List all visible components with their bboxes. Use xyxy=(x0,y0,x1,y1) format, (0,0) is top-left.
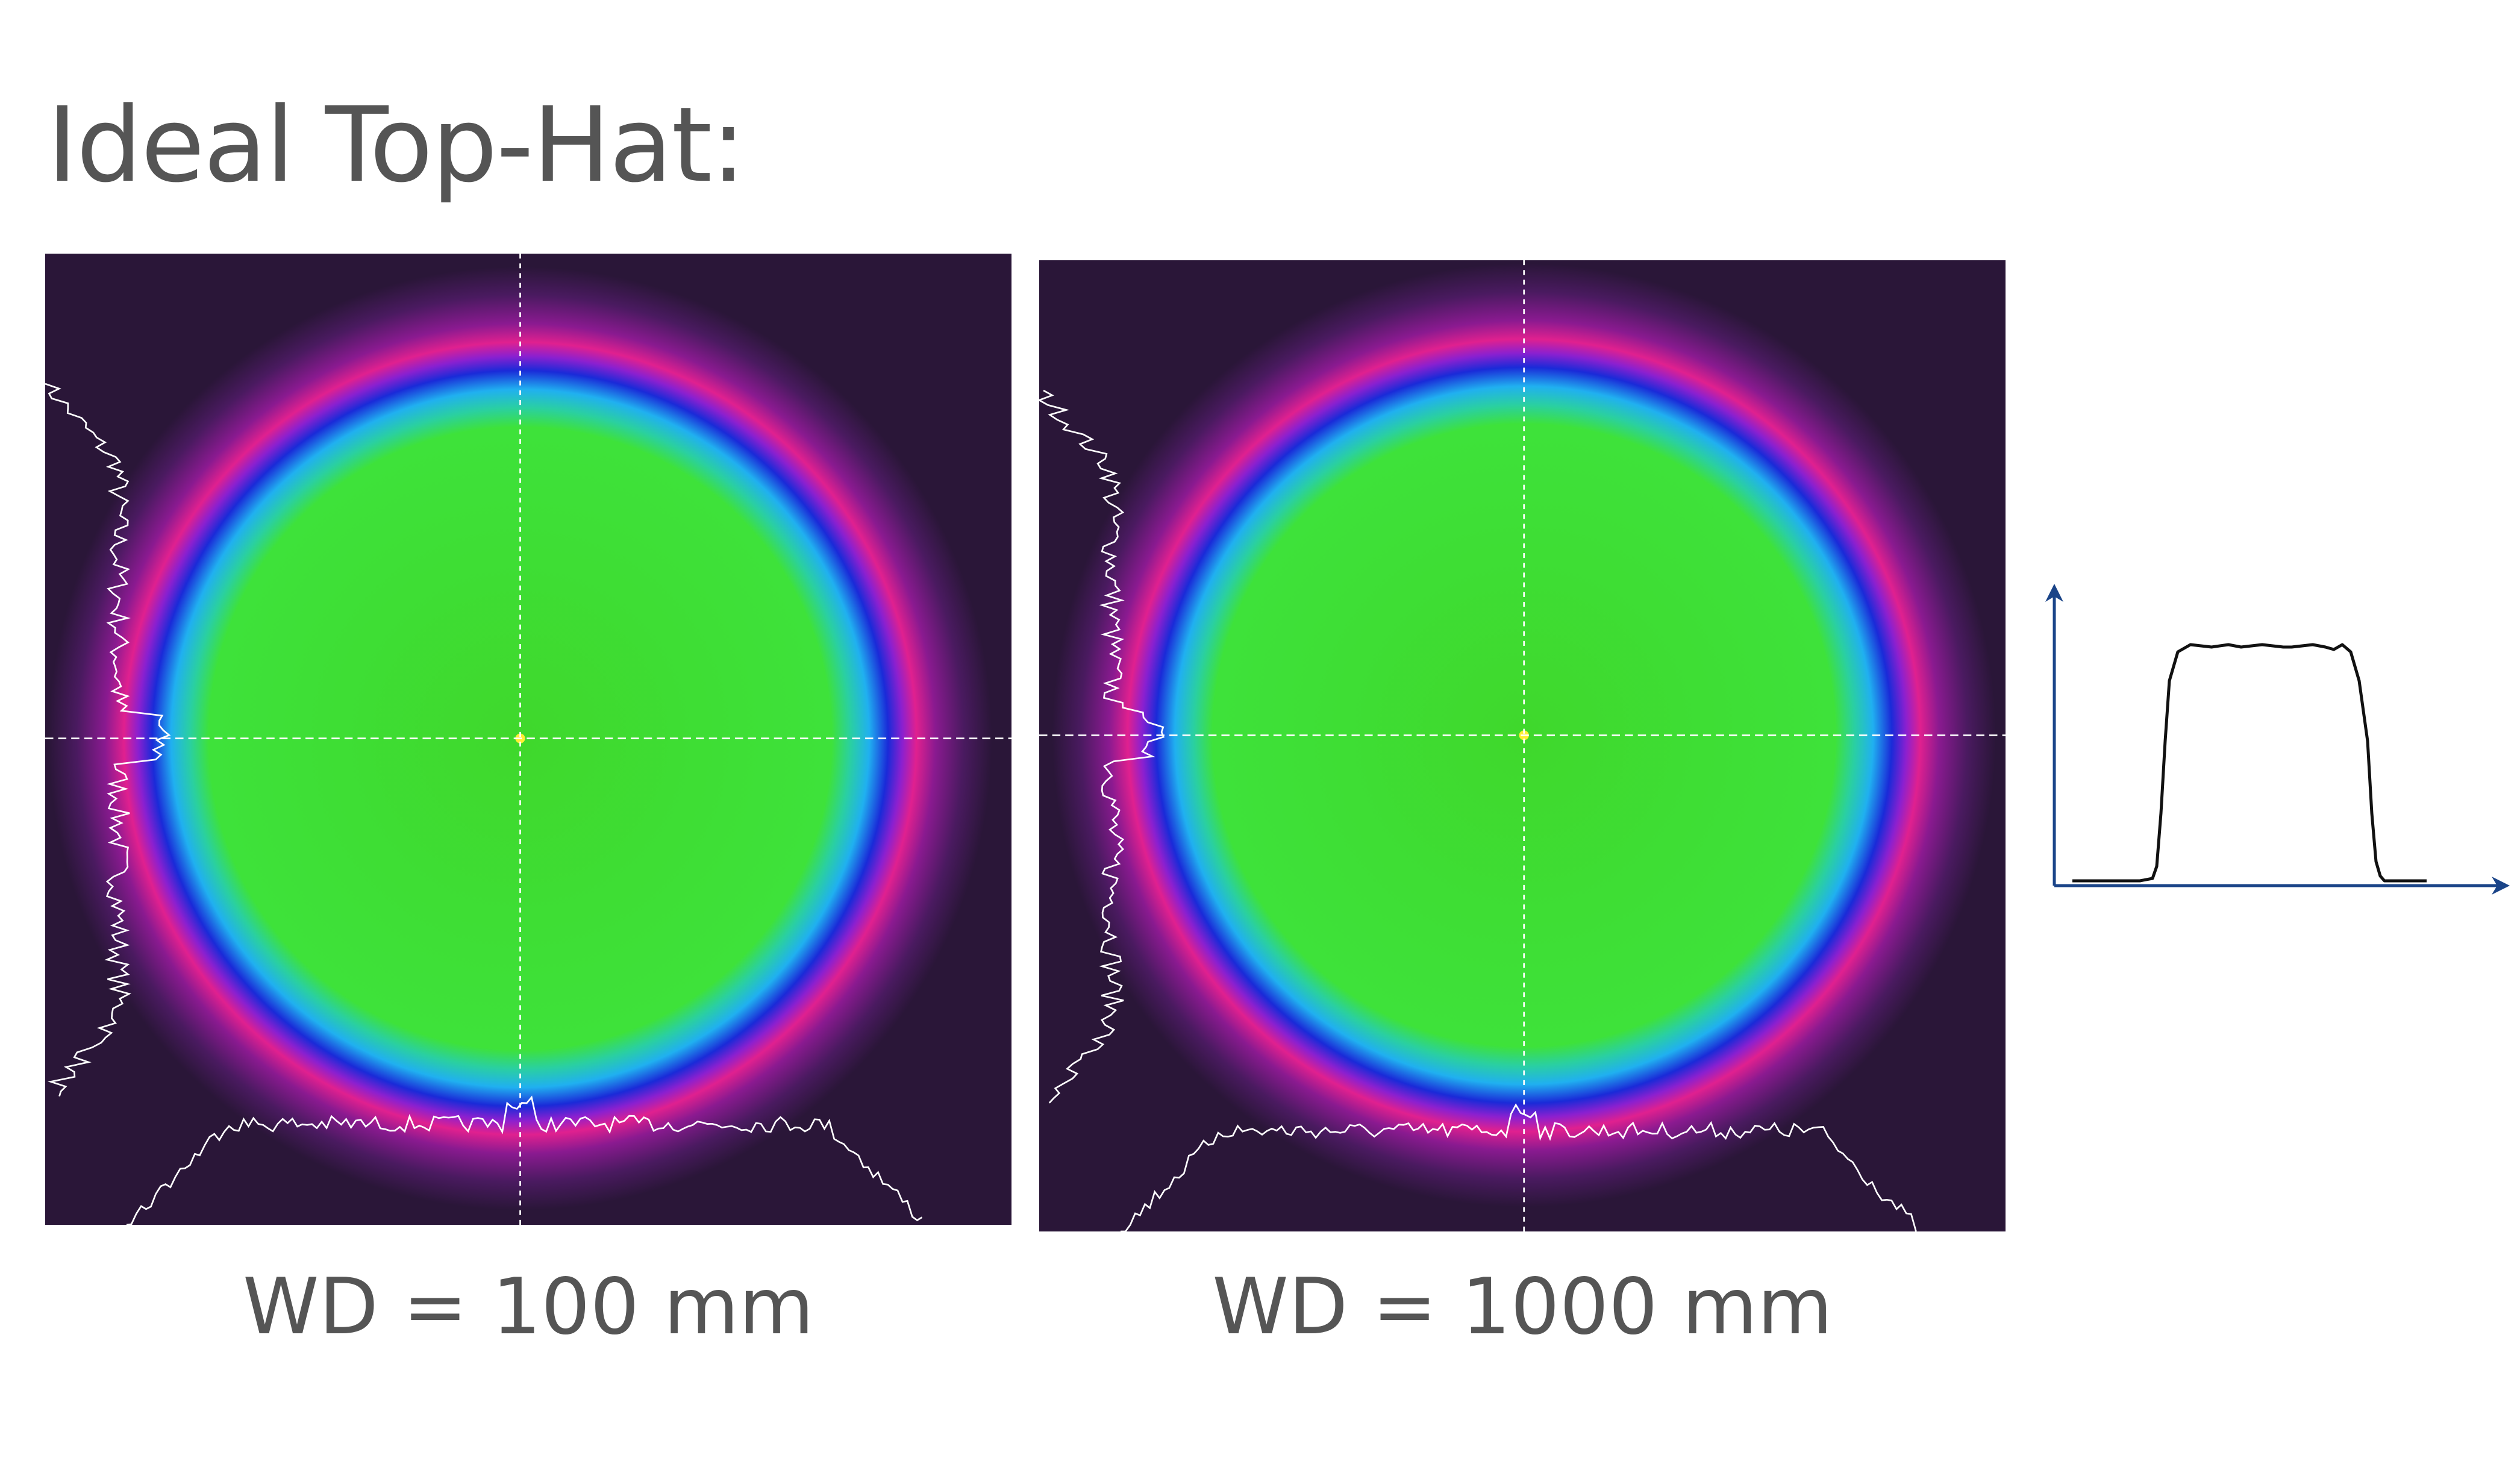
horizontal-intensity-profile xyxy=(1121,1103,1917,1231)
panel-label-wd-100: WD = 100 mm xyxy=(242,1262,814,1352)
vertical-intensity-profile xyxy=(45,383,171,1097)
top-hat-profile-line xyxy=(2072,643,2427,883)
beam-image-svg xyxy=(1039,260,2006,1231)
beam-image-svg xyxy=(45,254,1011,1225)
beam-profile-image-wd-100 xyxy=(45,254,1011,1225)
panel-label-wd-1000: WD = 1000 mm xyxy=(1212,1262,1833,1352)
page-title: Ideal Top-Hat: xyxy=(47,84,746,205)
horizontal-intensity-profile xyxy=(126,1095,923,1225)
ideal-top-hat-chart xyxy=(2045,584,2510,895)
vertical-intensity-profile xyxy=(1039,389,1165,1104)
beam-profile-image-wd-1000 xyxy=(1039,260,2006,1231)
